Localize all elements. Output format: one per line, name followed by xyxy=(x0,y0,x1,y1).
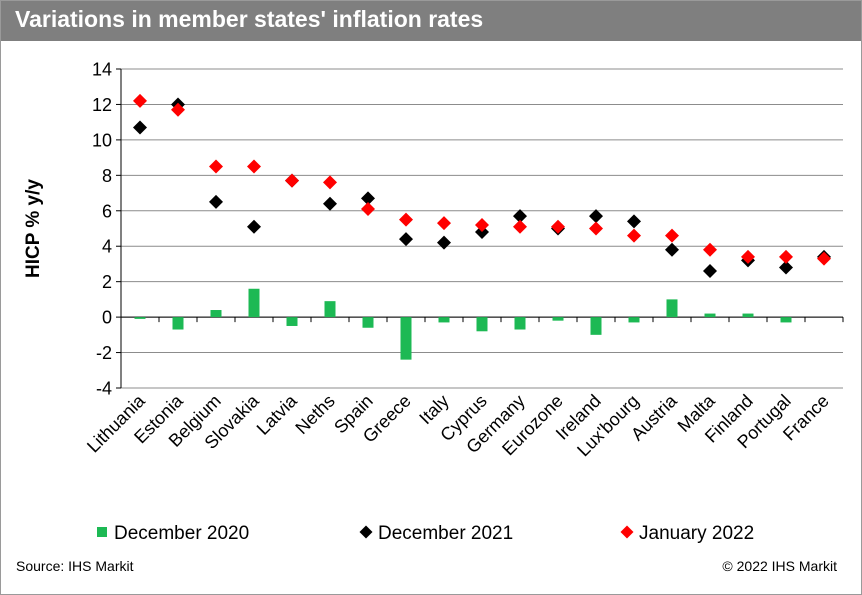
y-axis-label: HICP % y/y xyxy=(23,179,44,278)
legend-swatch xyxy=(620,525,634,539)
chart-title: Variations in member states' inflation r… xyxy=(15,6,484,32)
source-note: Source: IHS Markit xyxy=(16,558,134,574)
point xyxy=(779,260,793,275)
bar xyxy=(780,317,792,323)
legend-swatch xyxy=(97,527,107,537)
point xyxy=(323,175,337,190)
point xyxy=(209,159,223,174)
bar xyxy=(704,313,716,318)
point xyxy=(513,219,527,234)
y-tick-label: 6 xyxy=(102,201,112,221)
bar xyxy=(590,317,602,335)
legend-label: December 2020 xyxy=(114,523,249,544)
category-label: Latvia xyxy=(253,390,302,439)
legend-swatch xyxy=(359,525,373,539)
point xyxy=(665,242,679,257)
point xyxy=(247,159,261,174)
bar xyxy=(514,317,526,330)
title-bar: Variations in member states' inflation r… xyxy=(1,1,861,41)
point xyxy=(361,191,375,206)
point xyxy=(171,102,185,117)
point xyxy=(703,264,717,279)
point xyxy=(475,225,489,240)
bar xyxy=(210,310,222,318)
point xyxy=(817,251,831,266)
bar xyxy=(172,317,184,330)
point xyxy=(513,209,527,224)
point xyxy=(627,214,641,229)
bar xyxy=(286,317,298,326)
point xyxy=(399,212,413,227)
point xyxy=(247,219,261,234)
bar xyxy=(134,317,146,319)
y-tick-label: 4 xyxy=(102,237,112,257)
bar xyxy=(666,299,678,318)
point xyxy=(779,249,793,264)
point xyxy=(627,228,641,243)
bar xyxy=(476,317,488,332)
y-tick-label: 8 xyxy=(102,166,112,186)
point xyxy=(437,216,451,231)
y-tick-label: -2 xyxy=(96,343,112,363)
y-tick-label: 10 xyxy=(92,130,112,150)
bar xyxy=(438,317,450,323)
point xyxy=(285,173,299,188)
point xyxy=(209,194,223,209)
bar xyxy=(362,317,374,328)
point xyxy=(589,209,603,224)
bar xyxy=(324,301,336,318)
y-tick-label: -4 xyxy=(96,379,112,399)
bar xyxy=(248,288,260,318)
copyright-note: © 2022 IHS Markit xyxy=(722,558,837,574)
point xyxy=(741,249,755,264)
category-label: Neths xyxy=(291,391,338,438)
point xyxy=(361,202,375,217)
y-tick-label: 14 xyxy=(92,60,112,80)
point xyxy=(589,221,603,236)
point xyxy=(551,219,565,234)
y-tick-label: 2 xyxy=(102,272,112,292)
point xyxy=(475,217,489,232)
point xyxy=(437,235,451,250)
point xyxy=(399,232,413,247)
point xyxy=(133,120,147,135)
point xyxy=(133,93,147,108)
y-tick-label: 0 xyxy=(102,308,112,328)
bar xyxy=(742,313,754,318)
legend-label: December 2021 xyxy=(378,523,513,544)
legend-label: January 2022 xyxy=(639,523,754,544)
bar xyxy=(400,317,412,360)
bar xyxy=(628,317,640,323)
point xyxy=(703,242,717,257)
point xyxy=(323,196,337,211)
point xyxy=(665,228,679,243)
bar xyxy=(552,317,564,321)
y-tick-label: 12 xyxy=(92,95,112,115)
